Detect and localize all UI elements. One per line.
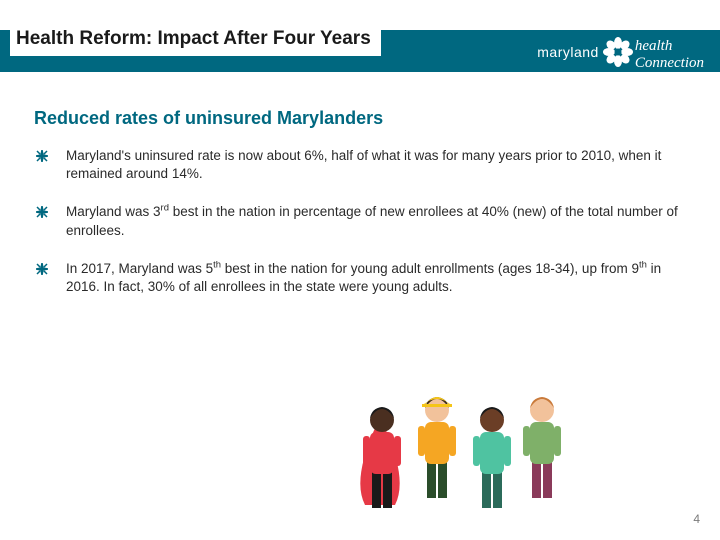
bullet-text: In 2017, Maryland was 5th best in the na… <box>66 261 661 294</box>
section-subheading: Reduced rates of uninsured Marylanders <box>34 108 686 129</box>
logo-text: maryland <box>537 44 599 60</box>
bullet-star-icon <box>36 149 48 161</box>
brand-logo: maryland health Connection <box>537 32 704 72</box>
list-item: Maryland was 3rd best in the nation in p… <box>34 203 686 239</box>
people-illustration <box>360 370 600 510</box>
list-item: In 2017, Maryland was 5th best in the na… <box>34 260 686 296</box>
page-number: 4 <box>693 512 700 526</box>
bullet-list: Maryland's uninsured rate is now about 6… <box>34 147 686 296</box>
flower-icon <box>603 37 633 67</box>
page-title: Health Reform: Impact After Four Years <box>10 22 381 56</box>
bullet-star-icon <box>36 205 48 217</box>
bullet-text: Maryland's uninsured rate is now about 6… <box>66 148 661 181</box>
list-item: Maryland's uninsured rate is now about 6… <box>34 147 686 183</box>
bullet-text: Maryland was 3rd best in the nation in p… <box>66 204 678 237</box>
logo-script: health Connection <box>635 38 704 72</box>
content-area: Reduced rates of uninsured Marylanders M… <box>34 108 686 316</box>
bullet-star-icon <box>36 262 48 274</box>
